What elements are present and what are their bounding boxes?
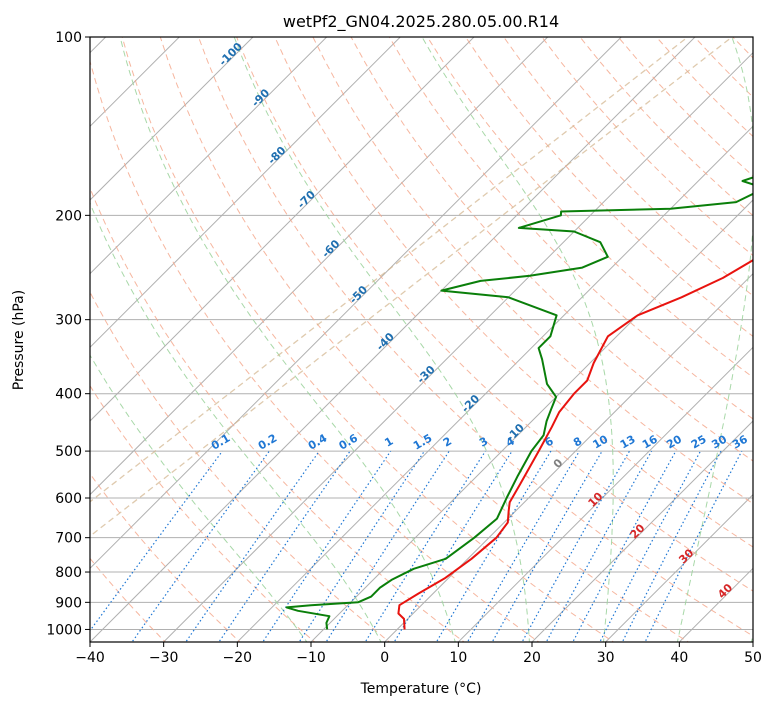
temperature-profile-line [397,259,753,630]
dry-adiabat-line [503,37,753,297]
x-tick-label: 50 [744,650,762,666]
isotherm-line [383,272,753,642]
mixing-ratio-line [131,450,270,642]
mixing-ratio-line [621,450,722,642]
moist-adiabat-line [119,37,456,642]
y-tick-label: 200 [55,208,82,224]
x-tick-label: 20 [523,650,541,666]
y-tick-label: 600 [55,491,82,507]
chart-title: wetPf2_GN04.2025.280.05.00.R14 [283,12,559,32]
moist-adiabat-line [90,354,308,642]
x-tick-label: −30 [149,650,179,666]
x-tick-label: −10 [296,650,326,666]
moist-adiabat-line [233,37,530,642]
moist-adiabat-line [421,37,614,642]
plot-frame [89,36,754,643]
isotherm-line [162,51,753,642]
x-tick-label: 0 [380,650,389,666]
y-tick-label: 500 [55,444,82,460]
y-axis-title: Pressure (hPa) [11,290,27,390]
x-tick-label: 10 [449,650,467,666]
isotherm-line [90,37,402,349]
tan-reference-line [90,37,734,537]
mixing-ratio-line [90,450,223,632]
isotherm-line [604,493,753,642]
mixing-ratio-line [298,450,425,642]
x-axis-title: Temperature (°C) [360,681,482,697]
moist-adiabat-line [90,201,382,642]
mixing-ratio-line [218,450,351,642]
isotherm-line [90,37,696,642]
mixing-ratio-line [262,450,392,642]
dry-adiabat-line [274,37,753,548]
dewpoint-profile-line [285,176,753,630]
dry-adiabat-line [90,59,540,642]
isotherm-line [90,37,254,201]
x-tick-label: −20 [223,650,253,666]
y-tick-label: 400 [55,387,82,403]
x-tick-label: 30 [597,650,615,666]
isotherm-line [90,37,475,422]
mixing-ratio-line [572,450,677,642]
dry-adiabat-line [90,186,465,642]
y-tick-label: 1000 [46,622,82,638]
isotherm-line [531,420,753,642]
y-tick-label: 100 [55,30,82,46]
mixing-ratio-line [466,450,580,642]
moist-adiabat-line [676,37,753,642]
y-tick-label: 800 [55,565,82,581]
isotherm-line [457,346,753,642]
y-tick-label: 300 [55,313,82,329]
isotherm-line [90,37,549,496]
mixing-ratio-line [364,450,486,642]
y-tick-label: 900 [55,595,82,611]
axes: −40 −30 −20 −10 0 10 20 30 40 50 100 200 300 400 500 60… [46,30,762,666]
dry-adiabat-line [312,37,753,505]
tan-reference-line [90,37,689,503]
dry-adiabat-line [197,37,753,637]
isotherm-line [90,37,623,570]
dry-adiabat-line [90,472,241,642]
x-tick-label: −40 [75,650,105,666]
y-tick-label: 700 [55,531,82,547]
mixing-ratio-line [393,450,513,642]
mixing-ratio-line [599,450,702,642]
isotherm-line [310,199,753,642]
dry-adiabat-line [121,37,615,642]
mixing-ratio-line [325,450,450,642]
mixing-ratio-line [185,450,320,642]
x-tick-label: 40 [670,650,688,666]
dry-adiabat-line [90,384,316,642]
dry-adiabat-line [236,37,753,592]
